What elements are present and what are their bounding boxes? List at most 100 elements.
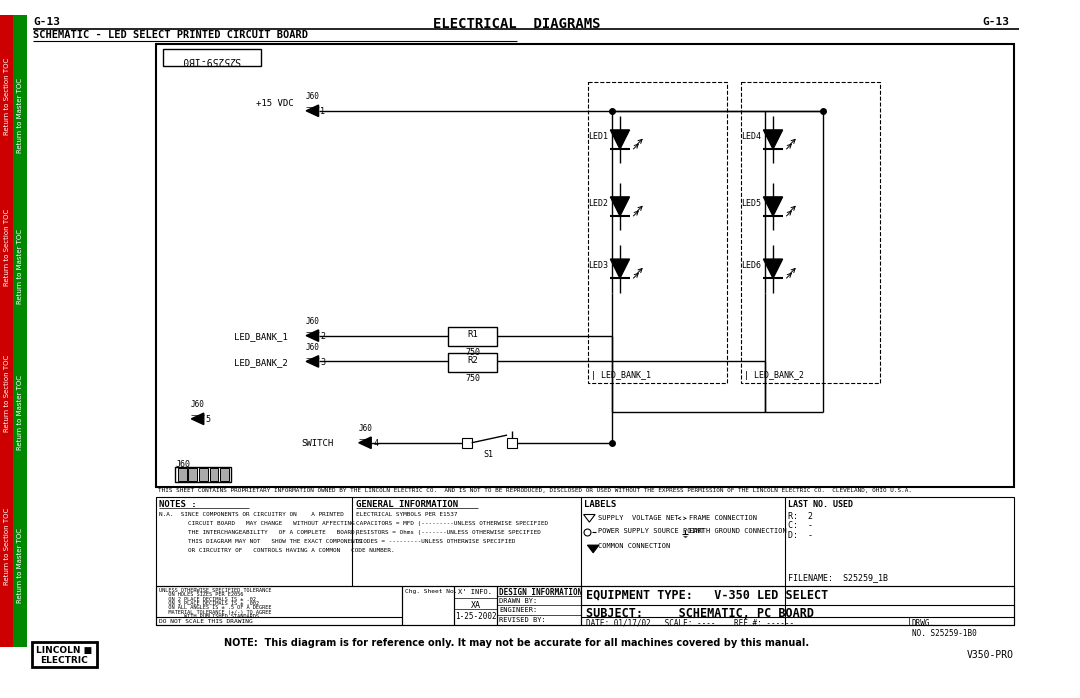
Text: EARTH GROUND CONNECTION: EARTH GROUND CONNECTION (689, 528, 786, 534)
Bar (210, 468, 218, 481)
Text: J60: J60 (175, 460, 190, 469)
Polygon shape (764, 259, 783, 279)
Bar (156, 586, 402, 625)
Text: 750: 750 (465, 348, 481, 357)
Bar (199, 468, 207, 481)
Bar (175, 467, 230, 482)
Text: DESIGN INFORMATION: DESIGN INFORMATION (499, 588, 582, 597)
Text: EQUIPMENT TYPE:   V-350 LED SELECT: EQUIPMENT TYPE: V-350 LED SELECT (585, 588, 827, 601)
Text: SUBJECT:     SCHEMATIC, PC BOARD: SUBJECT: SCHEMATIC, PC BOARD (585, 607, 813, 621)
Text: Return to Section TOC: Return to Section TOC (3, 209, 10, 286)
Text: LED6: LED6 (742, 261, 761, 270)
Text: 1-25-2002: 1-25-2002 (455, 612, 497, 621)
Text: ELECTRICAL  DIAGRAMS: ELECTRICAL DIAGRAMS (433, 17, 600, 31)
Bar (581, 586, 1014, 625)
Bar (448, 327, 498, 346)
Text: J60: J60 (191, 400, 205, 409)
Text: S1: S1 (483, 450, 492, 459)
Text: SWITCH: SWITCH (301, 439, 334, 448)
Text: ON 3 PLACE DECIMALS IS ± .002: ON 3 PLACE DECIMALS IS ± .002 (159, 601, 259, 606)
Text: MATERIAL TOLERANCE (+/-) TO AGREE: MATERIAL TOLERANCE (+/-) TO AGREE (159, 610, 271, 615)
Text: 5: 5 (205, 415, 211, 424)
Bar (31, 641, 96, 667)
Text: LED4: LED4 (742, 132, 761, 141)
Text: NOTES :: NOTES : (159, 500, 197, 509)
Text: 2: 2 (321, 332, 325, 341)
Text: NOTE:  This diagram is for reference only. It may not be accurate for all machin: NOTE: This diagram is for reference only… (224, 638, 809, 648)
Text: Chg. Sheet No.: Chg. Sheet No. (405, 589, 457, 594)
Polygon shape (306, 105, 319, 117)
Text: ON ALL ANGLES IS ± .5 OF A DEGREE: ON ALL ANGLES IS ± .5 OF A DEGREE (159, 605, 271, 610)
Text: N.A.  SINCE COMPONENTS OR CIRCUITRY ON    A PRINTED: N.A. SINCE COMPONENTS OR CIRCUITRY ON A … (159, 512, 343, 517)
Text: R:  2: R: 2 (788, 512, 813, 521)
Text: COMMON CONNECTION: COMMON CONNECTION (598, 543, 671, 549)
Text: LED_BANK_2: LED_BANK_2 (234, 358, 288, 367)
Text: 3: 3 (321, 358, 325, 367)
Polygon shape (610, 197, 630, 216)
Text: POWER SUPPLY SOURCE POINT: POWER SUPPLY SOURCE POINT (598, 528, 704, 534)
Text: FRAME CONNECTION: FRAME CONNECTION (689, 514, 757, 521)
Text: LED2: LED2 (589, 199, 608, 208)
Text: WITH PUBLISHED STANDARDS: WITH PUBLISHED STANDARDS (159, 614, 259, 619)
Text: FILENAME:  S25259_1B: FILENAME: S25259_1B (788, 573, 889, 582)
Text: | LED_BANK_1: | LED_BANK_1 (591, 371, 651, 380)
Text: GENERAL INFORMATION: GENERAL INFORMATION (356, 500, 458, 509)
Text: LED5: LED5 (742, 199, 761, 208)
Text: REVISED BY:: REVISED BY: (499, 617, 546, 623)
Bar (156, 497, 1014, 625)
Bar (462, 438, 472, 447)
Text: DIODES = ---------UNLESS OTHERWISE SPECIFIED: DIODES = ---------UNLESS OTHERWISE SPECI… (356, 539, 515, 544)
Text: C:  -: C: - (788, 521, 813, 530)
Text: ENGINEER:: ENGINEER: (499, 607, 538, 614)
Polygon shape (610, 130, 630, 149)
Polygon shape (764, 130, 783, 149)
Polygon shape (191, 413, 204, 424)
Text: CAPACITORS = MFD (---------UNLESS OTHERWISE SPECIFIED: CAPACITORS = MFD (---------UNLESS OTHERW… (356, 521, 548, 526)
Text: Return to Section TOC: Return to Section TOC (3, 507, 10, 585)
Text: LAST NO. USED: LAST NO. USED (788, 500, 853, 509)
Text: SCHEMATIC - LED SELECT PRINTED CIRCUIT BOARD: SCHEMATIC - LED SELECT PRINTED CIRCUIT B… (33, 31, 309, 40)
Polygon shape (306, 356, 319, 367)
Bar (402, 586, 455, 625)
Bar (220, 468, 229, 481)
Text: Return to Master TOC: Return to Master TOC (17, 375, 23, 450)
Text: 750: 750 (465, 374, 481, 383)
Bar (156, 44, 1014, 487)
Text: 4: 4 (373, 439, 378, 448)
Text: DRAWN BY:: DRAWN BY: (499, 597, 538, 604)
Text: +15 VDC: +15 VDC (256, 98, 294, 107)
Text: THIS SHEET CONTAINS PROPRIETARY INFORMATION OWNED BY THE LINCOLN ELECTRIC CO.  A: THIS SHEET CONTAINS PROPRIETARY INFORMAT… (158, 488, 912, 493)
Text: LED1: LED1 (589, 132, 608, 141)
Bar (589, 82, 727, 383)
Bar (0, 15, 13, 646)
Bar (163, 49, 261, 66)
Bar (448, 352, 498, 372)
Text: Return to Section TOC: Return to Section TOC (3, 58, 10, 135)
Text: Return to Master TOC: Return to Master TOC (17, 528, 23, 602)
Text: CIRCUIT BOARD   MAY CHANGE   WITHOUT AFFECTING: CIRCUIT BOARD MAY CHANGE WITHOUT AFFECTI… (159, 521, 354, 526)
Bar (178, 468, 187, 481)
Text: J60: J60 (359, 424, 373, 433)
Text: THE INTERCHANGEABILITY   OF A COMPLETE   BOARD,: THE INTERCHANGEABILITY OF A COMPLETE BOA… (159, 530, 359, 535)
Text: UNLESS OTHERWISE SPECIFIED TOLERANCE: UNLESS OTHERWISE SPECIFIED TOLERANCE (159, 588, 271, 593)
Text: X' INFO.: X' INFO. (459, 589, 492, 595)
Bar (498, 586, 581, 625)
Text: Return to Section TOC: Return to Section TOC (3, 355, 10, 431)
Text: | LED_BANK_2: | LED_BANK_2 (744, 371, 805, 380)
Text: J60: J60 (306, 343, 320, 352)
Text: R2: R2 (468, 356, 478, 365)
Bar (13, 15, 27, 646)
Text: ELECTRICAL SYMBOLS PER E1537: ELECTRICAL SYMBOLS PER E1537 (356, 512, 458, 517)
Text: V350-PRO: V350-PRO (967, 651, 1014, 660)
Bar (189, 468, 197, 481)
Text: LED3: LED3 (589, 261, 608, 270)
Text: SUPPLY  VOLTAGE NET: SUPPLY VOLTAGE NET (598, 514, 678, 521)
Text: OR CIRCUITRY OF   CONTROLS HAVING A COMMON   CODE NUMBER.: OR CIRCUITRY OF CONTROLS HAVING A COMMON… (159, 548, 394, 553)
Text: XA: XA (471, 600, 481, 609)
Text: S25259-1B0: S25259-1B0 (183, 55, 241, 65)
Text: DRWG.
NO. S25259-1B0: DRWG. NO. S25259-1B0 (912, 619, 976, 638)
Polygon shape (306, 330, 319, 341)
Text: J60: J60 (306, 92, 320, 101)
Text: D:  -: D: - (788, 530, 813, 540)
Text: LABELS: LABELS (583, 500, 616, 509)
